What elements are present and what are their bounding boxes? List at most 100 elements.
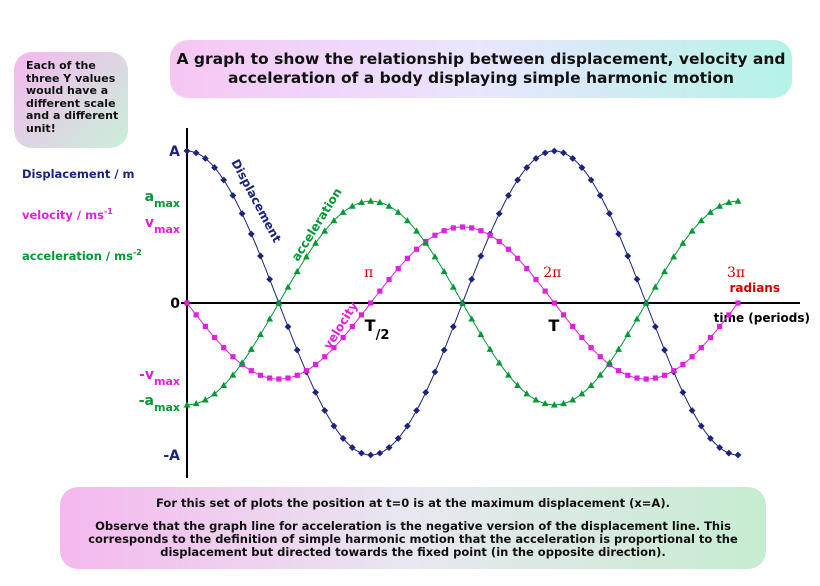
acceleration-point (211, 390, 218, 397)
displacement-point (615, 230, 623, 238)
velocity-point (735, 300, 741, 306)
acceleration-point (587, 381, 595, 388)
displacement-point (238, 210, 246, 218)
legend-displacement: Displacement / m (22, 167, 135, 181)
acceleration-point (716, 202, 724, 209)
displacement-point (385, 444, 393, 451)
footer-line-2: Observe that the graph line for accelera… (88, 519, 738, 559)
velocity-point (597, 354, 603, 360)
acceleration-point (367, 197, 375, 204)
acceleration-point (284, 283, 292, 290)
legend-velocity-exponent: -1 (103, 207, 113, 216)
displacement-point (514, 176, 521, 184)
acceleration-point (523, 390, 531, 397)
velocity-point (661, 372, 668, 378)
acceleration-point (302, 253, 310, 260)
acceleration-point (514, 381, 521, 388)
displacement-point (367, 451, 375, 459)
acceleration-point (183, 401, 191, 408)
acceleration-point (266, 315, 274, 322)
displacement-point (376, 449, 384, 457)
velocity-point (469, 225, 475, 231)
displacement-point (422, 388, 430, 396)
acceleration-point (275, 299, 283, 306)
displacement-point (358, 449, 365, 457)
y-tick-label: vmax (145, 215, 180, 236)
displacement-point (505, 192, 512, 199)
velocity-point (496, 238, 502, 245)
velocity-point (459, 224, 466, 230)
acceleration-point (541, 399, 549, 407)
displacement-point (339, 435, 347, 442)
velocity-point (505, 246, 512, 252)
displacement-point (624, 252, 632, 260)
acceleration-point (725, 198, 733, 206)
displacement-point (596, 192, 604, 199)
displacement-point (293, 346, 301, 354)
displacement-point (707, 435, 714, 442)
velocity-point (193, 312, 199, 318)
displacement-point (312, 388, 319, 396)
velocity-point (349, 323, 355, 330)
acceleration-point (477, 330, 485, 338)
displacement-point (661, 346, 668, 354)
radian-label: 2π (543, 265, 561, 281)
displacement-point (541, 149, 549, 157)
acceleration-point (697, 217, 705, 224)
displacement-point (284, 323, 292, 331)
displacement-point (431, 368, 439, 376)
acceleration-point (679, 239, 687, 246)
velocity-point (616, 368, 622, 374)
acceleration-point (661, 267, 668, 275)
acceleration-point (358, 198, 365, 206)
velocity-point (257, 372, 264, 378)
y-tick-label: -amax (139, 393, 180, 414)
velocity-point (542, 288, 548, 294)
velocity-point (221, 345, 227, 351)
displacement-point (266, 275, 274, 283)
displacement-point (413, 407, 420, 414)
velocity-point (625, 372, 631, 378)
legend-acceleration-exponent: -2 (132, 248, 142, 257)
velocity-point (560, 312, 567, 318)
velocity-point (588, 345, 594, 351)
velocity-point (643, 376, 649, 382)
acceleration-point (569, 396, 577, 403)
y-tick-label: -vmax (139, 367, 180, 388)
velocity-point (634, 375, 640, 381)
velocity-point (358, 312, 365, 318)
footer-line-1: For this set of plots the position at t=… (156, 496, 670, 510)
acceleration-point (624, 330, 632, 338)
acceleration-point (468, 315, 476, 322)
displacement-point (257, 252, 264, 260)
displacement-point (633, 275, 641, 283)
displacement-point (247, 230, 255, 238)
velocity-point (276, 376, 282, 382)
displacement-point (688, 407, 696, 414)
velocity-point (441, 228, 447, 234)
displacement-point (211, 164, 218, 171)
acceleration-point (651, 283, 659, 290)
acceleration-point (550, 401, 558, 408)
velocity-point (331, 345, 337, 351)
acceleration-point (339, 208, 347, 215)
scale-note-box: Each of the three Y values would have a … (14, 52, 128, 148)
y-tick-label: amax (145, 189, 180, 210)
acceleration-point (486, 345, 494, 352)
velocity-point (184, 300, 190, 306)
displacement-point (679, 388, 687, 396)
displacement-point (550, 147, 558, 155)
velocity-point (707, 334, 714, 341)
acceleration-point (376, 198, 384, 206)
displacement-point (606, 210, 613, 218)
acceleration-point (670, 253, 678, 260)
acceleration-point (238, 359, 246, 366)
velocity-point (248, 368, 254, 374)
displacement-point (697, 422, 705, 430)
velocity-point (395, 265, 401, 272)
acceleration-point (615, 345, 623, 352)
velocity-point (322, 354, 328, 360)
acceleration-point (394, 208, 402, 215)
displacement-point (440, 346, 448, 354)
